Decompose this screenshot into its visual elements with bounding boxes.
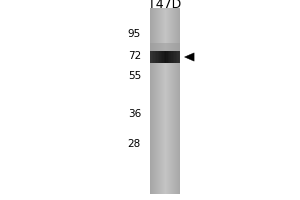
Bar [169,8,170,194]
Bar [162,8,163,194]
Bar [167,8,168,194]
Bar [150,43,180,51]
Bar [164,8,165,194]
Bar [150,8,151,194]
Bar [168,51,170,63]
Bar [173,8,174,194]
Bar [174,8,175,194]
Bar [165,51,167,63]
Bar [163,8,164,194]
Bar [160,51,162,63]
Bar [176,51,177,63]
Bar [156,8,157,194]
Bar [167,51,168,63]
Bar [156,51,158,63]
Bar [162,51,164,63]
Text: 36: 36 [128,109,141,119]
Bar [176,8,177,194]
Bar [179,8,180,194]
Bar [165,8,166,194]
Bar [171,51,173,63]
Bar [150,51,152,63]
Bar [157,8,158,194]
Text: 55: 55 [128,71,141,81]
Bar [178,51,180,63]
Text: 28: 28 [128,139,141,149]
Bar [158,51,159,63]
Bar [174,51,176,63]
Bar [177,51,179,63]
Bar [166,8,167,194]
Bar [164,51,165,63]
Bar [170,8,171,194]
Bar [175,8,176,194]
Polygon shape [184,53,194,61]
Bar [171,8,172,194]
Bar [168,8,169,194]
Bar [154,51,156,63]
Bar [172,8,173,194]
Text: 95: 95 [128,29,141,39]
Bar [159,51,161,63]
Bar [178,8,179,194]
Bar [177,8,178,194]
Bar [151,8,152,194]
Bar [152,8,153,194]
Text: 72: 72 [128,51,141,61]
Bar [172,51,174,63]
Bar [153,51,155,63]
Bar [161,8,162,194]
Bar [154,8,155,194]
Text: T47D: T47D [148,0,182,11]
Bar [153,8,154,194]
Bar [158,8,159,194]
Bar [155,8,156,194]
Bar [169,51,171,63]
Bar [152,51,153,63]
Bar [160,8,161,194]
Bar [159,8,160,194]
